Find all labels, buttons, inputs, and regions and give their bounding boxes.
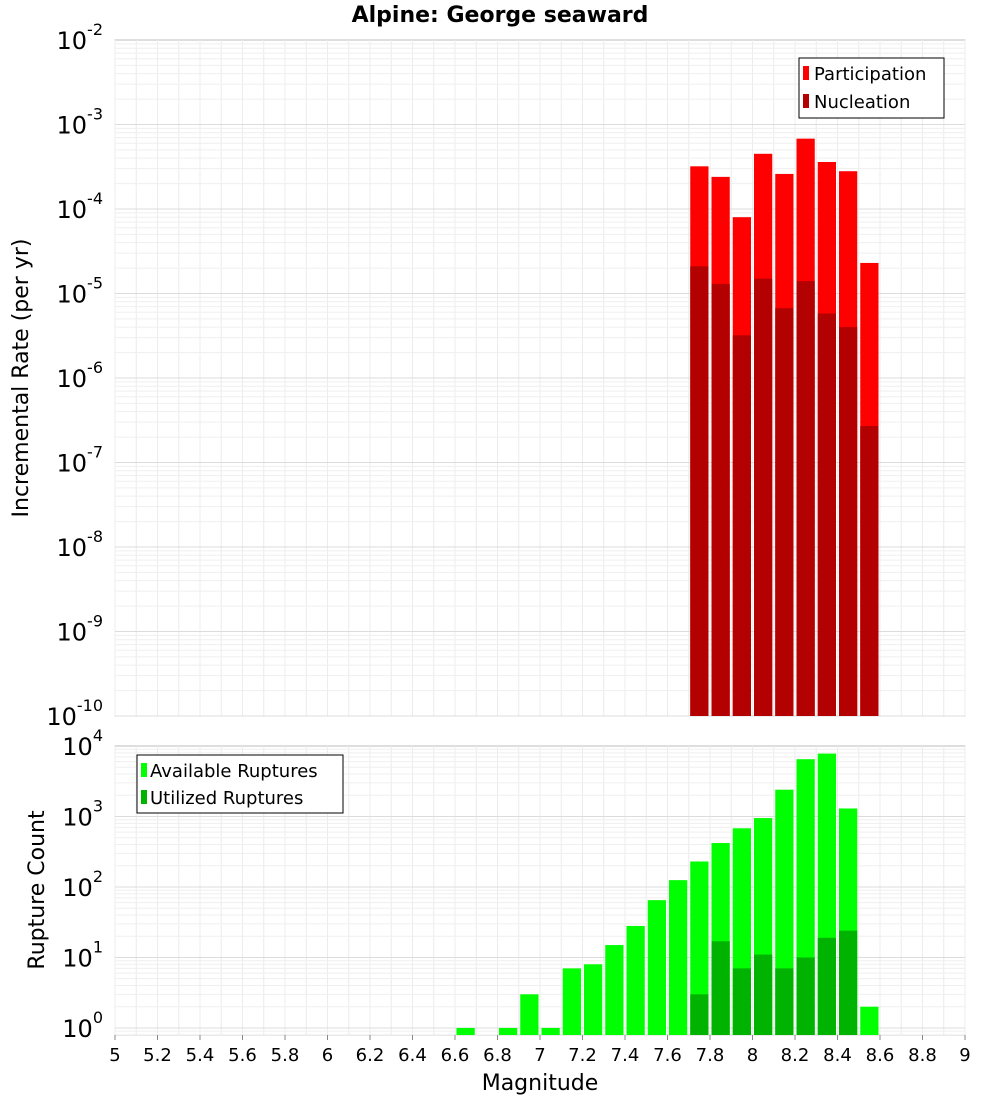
bottom-bar-utilized-ruptures bbox=[754, 954, 773, 1035]
bottom-bars bbox=[456, 753, 879, 1035]
top-y-axis-label: Incremental Rate (per yr) bbox=[9, 239, 34, 518]
bottom-bar-available-ruptures bbox=[499, 1027, 518, 1035]
x-tick-label: 7 bbox=[534, 1045, 545, 1066]
top-y-tick-label: 10-9 bbox=[57, 612, 104, 647]
top-bar-nucleation bbox=[775, 308, 794, 716]
bottom-bar-available-ruptures bbox=[562, 968, 581, 1035]
top-bar-nucleation bbox=[860, 426, 879, 716]
top-bars bbox=[690, 138, 879, 717]
legend-swatch-utilized bbox=[141, 790, 147, 804]
x-tick-label: 5.6 bbox=[228, 1045, 257, 1066]
bottom-y-tick-label: 100 bbox=[62, 1008, 103, 1043]
top-y-tick-label: 10-8 bbox=[57, 527, 104, 562]
top-bar-nucleation bbox=[711, 283, 730, 716]
bottom-bar-available-ruptures bbox=[626, 925, 645, 1035]
x-tick-label: 5 bbox=[109, 1045, 120, 1066]
x-tick-label: 6.6 bbox=[441, 1045, 470, 1066]
x-tick-label: 7.2 bbox=[568, 1045, 597, 1066]
top-bar-nucleation bbox=[732, 335, 751, 716]
x-tick-label: 6.4 bbox=[398, 1045, 427, 1066]
bottom-bar-utilized-ruptures bbox=[711, 941, 730, 1035]
x-tick-label: 5.2 bbox=[143, 1045, 172, 1066]
bottom-bar-available-ruptures bbox=[690, 861, 709, 1035]
top-y-tick-label: 10-2 bbox=[57, 20, 104, 55]
bottom-y-tick-labels: 100 101 102 103 104 bbox=[62, 726, 103, 1043]
top-legend-box bbox=[798, 57, 945, 119]
bottom-y-tick-label: 103 bbox=[62, 796, 103, 831]
top-y-tick-label: 10-3 bbox=[57, 105, 104, 140]
bottom-legend-box bbox=[136, 754, 344, 814]
bottom-bar-available-ruptures bbox=[860, 1006, 879, 1035]
legend-swatch-nucleation bbox=[803, 94, 809, 108]
bottom-bar-available-ruptures bbox=[647, 900, 666, 1035]
top-bar-nucleation bbox=[754, 278, 773, 716]
legend-swatch-participation bbox=[803, 66, 809, 80]
x-tick-label: 9 bbox=[959, 1045, 970, 1066]
bottom-y-axis-label: Rupture Count bbox=[25, 810, 50, 970]
bottom-bar-utilized-ruptures bbox=[775, 968, 794, 1035]
x-tick-label: 6.2 bbox=[356, 1045, 385, 1066]
x-tick-label: 7.8 bbox=[696, 1045, 725, 1066]
top-bar-nucleation bbox=[839, 327, 858, 716]
top-bar-nucleation bbox=[817, 313, 836, 716]
top-bar-nucleation bbox=[796, 281, 815, 716]
legend-label-available: Available Ruptures bbox=[150, 761, 318, 782]
x-tick-label: 5.4 bbox=[186, 1045, 215, 1066]
top-y-tick-label: 10-5 bbox=[57, 274, 104, 309]
x-tick-label: 7.6 bbox=[653, 1045, 682, 1066]
bottom-y-tick-label: 101 bbox=[62, 937, 103, 972]
top-grid bbox=[114, 40, 966, 717]
x-axis-label: Magnitude bbox=[482, 1071, 599, 1096]
x-tick-label: 8.2 bbox=[781, 1045, 810, 1066]
x-tick-label: 6.8 bbox=[483, 1045, 512, 1066]
chart-title: Alpine: George seaward bbox=[352, 3, 649, 28]
bottom-bar-available-ruptures bbox=[605, 945, 624, 1035]
x-tick-label: 5.8 bbox=[271, 1045, 300, 1066]
bottom-legend: Available Ruptures Utilized Ruptures bbox=[136, 754, 344, 814]
legend-label-utilized: Utilized Ruptures bbox=[150, 788, 303, 809]
bottom-bar-utilized-ruptures bbox=[817, 937, 836, 1035]
x-tick-label: 8 bbox=[747, 1045, 758, 1066]
x-tick-label: 8.8 bbox=[908, 1045, 937, 1066]
bottom-panel: 100 101 102 103 104 5 5.2 5.4 5.6 5.8 6 6.2 6.4 6.6 6… bbox=[25, 726, 971, 1096]
bottom-bar-available-ruptures bbox=[669, 880, 688, 1035]
x-tick-labels: 5 5.2 5.4 5.6 5.8 6 6.2 6.4 6.6 6.8 7 7.2 7.4 7.6 7.8 8… bbox=[109, 1035, 971, 1066]
bottom-bar-utilized-ruptures bbox=[796, 957, 815, 1035]
top-legend: Participation Nucleation bbox=[798, 57, 945, 119]
x-tick-label: 7.4 bbox=[611, 1045, 640, 1066]
x-tick-label: 6 bbox=[322, 1045, 333, 1066]
top-y-tick-label: 10-6 bbox=[57, 358, 104, 393]
x-tick-label: 8.6 bbox=[866, 1045, 895, 1066]
bottom-y-tick-label: 102 bbox=[62, 867, 103, 902]
bottom-y-tick-label: 104 bbox=[62, 726, 103, 761]
top-y-tick-label: 10-4 bbox=[57, 189, 104, 224]
bottom-bar-available-ruptures bbox=[520, 994, 539, 1035]
legend-label-participation: Participation bbox=[814, 64, 926, 85]
bottom-bar-utilized-ruptures bbox=[690, 994, 709, 1035]
bottom-bar-available-ruptures bbox=[541, 1027, 560, 1035]
bottom-bar-available-ruptures bbox=[456, 1027, 475, 1035]
legend-label-nucleation: Nucleation bbox=[814, 92, 910, 113]
bottom-bar-utilized-ruptures bbox=[732, 968, 751, 1035]
bottom-bar-utilized-ruptures bbox=[839, 930, 858, 1035]
x-tick-label: 8.4 bbox=[823, 1045, 852, 1066]
top-bar-nucleation bbox=[690, 266, 709, 716]
top-y-tick-label: 10-7 bbox=[57, 443, 104, 478]
bottom-bar-available-ruptures bbox=[584, 964, 603, 1035]
legend-swatch-available bbox=[141, 763, 147, 777]
